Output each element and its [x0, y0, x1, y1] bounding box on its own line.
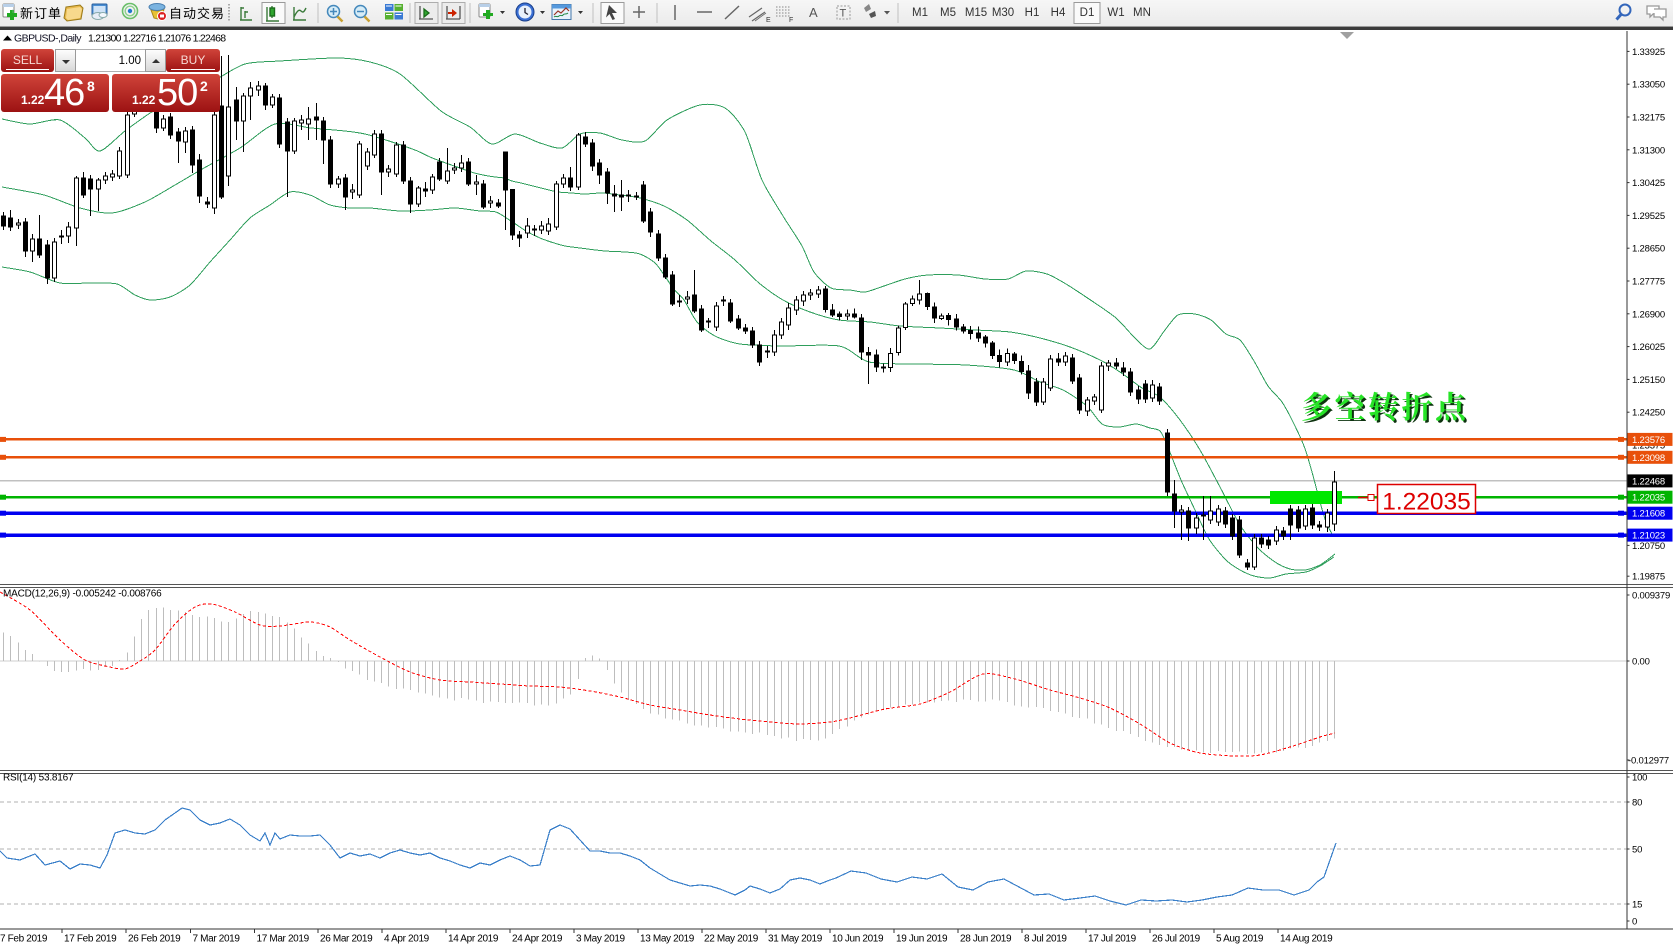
svg-text:M5: M5 — [940, 7, 956, 19]
svg-text:28 Jun 2019: 28 Jun 2019 — [960, 934, 1012, 945]
svg-text:1.33925: 1.33925 — [1632, 47, 1665, 58]
svg-text:1.22035: 1.22035 — [1632, 493, 1665, 504]
svg-text:14 Aug 2019: 14 Aug 2019 — [1280, 934, 1333, 945]
svg-text:17 Jul 2019: 17 Jul 2019 — [1088, 934, 1137, 945]
svg-text:8 Jul 2019: 8 Jul 2019 — [1024, 934, 1067, 945]
svg-text:31 May 2019: 31 May 2019 — [768, 934, 823, 945]
svg-text:1.29525: 1.29525 — [1632, 211, 1665, 222]
svg-text:4 Apr 2019: 4 Apr 2019 — [384, 934, 430, 945]
svg-text:1.25150: 1.25150 — [1632, 375, 1665, 386]
svg-text:1.19875: 1.19875 — [1632, 572, 1665, 583]
svg-text:7 Mar 2019: 7 Mar 2019 — [193, 934, 241, 945]
svg-text:T: T — [840, 8, 847, 20]
svg-text:MACD(12,26,9) -0.005242 -0.008: MACD(12,26,9) -0.005242 -0.008766 — [3, 589, 162, 600]
svg-text:D1: D1 — [1080, 7, 1095, 19]
svg-text:A: A — [809, 5, 818, 20]
svg-text:-0.012977: -0.012977 — [1628, 756, 1669, 767]
svg-text:M15: M15 — [965, 7, 987, 19]
svg-text:E: E — [766, 17, 771, 24]
svg-text:19 Jun 2019: 19 Jun 2019 — [896, 934, 948, 945]
svg-text:100: 100 — [1632, 773, 1647, 784]
svg-text:13 May 2019: 13 May 2019 — [640, 934, 695, 945]
svg-text:1.27775: 1.27775 — [1632, 277, 1665, 288]
svg-text:H1: H1 — [1025, 7, 1040, 19]
svg-text:GBPUSD-,Daily: GBPUSD-,Daily — [14, 33, 82, 45]
svg-text:0: 0 — [1632, 917, 1637, 928]
svg-text:1.21023: 1.21023 — [1632, 531, 1665, 542]
svg-text:0.00: 0.00 — [1632, 657, 1650, 668]
svg-text:F: F — [789, 17, 793, 24]
svg-text:1.28650: 1.28650 — [1632, 244, 1665, 255]
svg-text:50: 50 — [1632, 845, 1642, 856]
svg-text:1.23098: 1.23098 — [1632, 453, 1665, 464]
svg-text:1.26900: 1.26900 — [1632, 309, 1665, 320]
svg-text:M1: M1 — [912, 7, 928, 19]
svg-text:3 May 2019: 3 May 2019 — [576, 934, 626, 945]
svg-text:24 Apr 2019: 24 Apr 2019 — [512, 934, 563, 945]
svg-text:14 Apr 2019: 14 Apr 2019 — [448, 934, 499, 945]
svg-text:26 Feb 2019: 26 Feb 2019 — [128, 934, 181, 945]
svg-text:1.26025: 1.26025 — [1632, 342, 1665, 353]
svg-text:10 Jun 2019: 10 Jun 2019 — [832, 934, 884, 945]
svg-text:26 Mar 2019: 26 Mar 2019 — [320, 934, 373, 945]
svg-text:1.31300: 1.31300 — [1632, 145, 1665, 156]
svg-text:H4: H4 — [1051, 7, 1066, 19]
svg-text:26 Jul 2019: 26 Jul 2019 — [1152, 934, 1201, 945]
svg-text:0.009379: 0.009379 — [1632, 591, 1670, 602]
svg-text:1.21300 1.22716 1.21076 1.2246: 1.21300 1.22716 1.21076 1.22468 — [88, 33, 226, 45]
svg-text:1.22035: 1.22035 — [1382, 489, 1471, 516]
svg-text:1.33050: 1.33050 — [1632, 80, 1665, 91]
svg-text:17 Mar 2019: 17 Mar 2019 — [257, 934, 310, 945]
svg-text:W1: W1 — [1107, 7, 1124, 19]
svg-text:1.23576: 1.23576 — [1632, 435, 1665, 446]
svg-text:15: 15 — [1632, 900, 1642, 911]
svg-text:1.22468: 1.22468 — [1632, 476, 1665, 487]
svg-text:1.23375: 1.23375 — [1632, 441, 1665, 452]
svg-text:5 Aug 2019: 5 Aug 2019 — [1216, 934, 1264, 945]
svg-text:1.21608: 1.21608 — [1632, 509, 1665, 520]
svg-text:17 Feb 2019: 17 Feb 2019 — [64, 934, 117, 945]
svg-text:1.24250: 1.24250 — [1632, 408, 1665, 419]
svg-text:80: 80 — [1632, 798, 1642, 809]
svg-text:1.30425: 1.30425 — [1632, 178, 1665, 189]
svg-text:1.20750: 1.20750 — [1632, 541, 1665, 552]
svg-text:M30: M30 — [992, 7, 1014, 19]
svg-text:1.32175: 1.32175 — [1632, 113, 1665, 124]
svg-text:MN: MN — [1133, 7, 1151, 19]
svg-text:RSI(14) 53.8167: RSI(14) 53.8167 — [3, 773, 74, 784]
svg-text:7 Feb 2019: 7 Feb 2019 — [0, 934, 48, 945]
svg-text:22 May 2019: 22 May 2019 — [704, 934, 759, 945]
